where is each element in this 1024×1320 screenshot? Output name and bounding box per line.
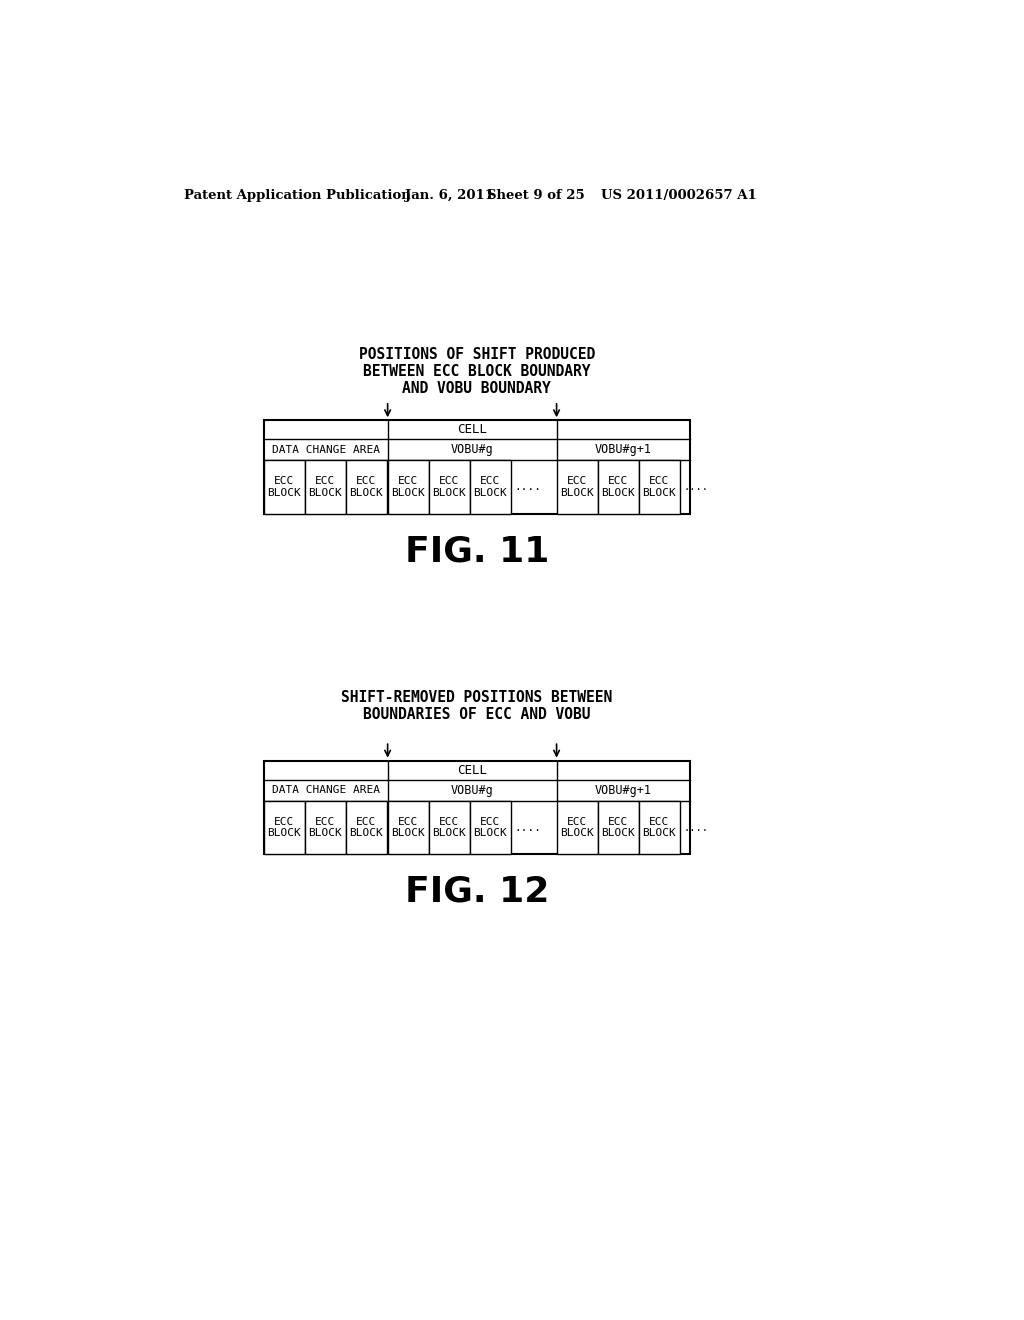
Text: VOBU#g+1: VOBU#g+1 [595, 784, 651, 797]
Bar [598, 461, 639, 515]
Text: CELL: CELL [457, 764, 487, 776]
Bar [598, 800, 639, 854]
Bar [388, 800, 429, 854]
Bar [263, 760, 690, 854]
Text: ECC
BLOCK: ECC BLOCK [308, 477, 342, 498]
Bar [263, 800, 305, 854]
Text: ECC
BLOCK: ECC BLOCK [601, 817, 635, 838]
Text: ECC
BLOCK: ECC BLOCK [267, 817, 301, 838]
Text: ECC
BLOCK: ECC BLOCK [391, 817, 425, 838]
Text: ....: .... [515, 822, 542, 833]
Text: ECC
BLOCK: ECC BLOCK [432, 817, 466, 838]
Text: VOBU#g: VOBU#g [451, 784, 494, 797]
Bar [557, 461, 598, 515]
Bar [388, 461, 429, 515]
Bar [470, 461, 511, 515]
Text: ECC
BLOCK: ECC BLOCK [473, 817, 507, 838]
Text: ECC
BLOCK: ECC BLOCK [391, 477, 425, 498]
Text: DATA CHANGE AREA: DATA CHANGE AREA [271, 445, 380, 455]
Text: ....: .... [515, 482, 542, 492]
Text: ECC
BLOCK: ECC BLOCK [473, 477, 507, 498]
Bar [263, 420, 690, 515]
Text: VOBU#g: VOBU#g [451, 444, 494, 457]
Bar [429, 461, 470, 515]
Bar [639, 461, 680, 515]
Text: ECC
BLOCK: ECC BLOCK [432, 477, 466, 498]
Text: POSITIONS OF SHIFT PRODUCED: POSITIONS OF SHIFT PRODUCED [358, 347, 595, 362]
Text: ....: .... [684, 482, 709, 492]
Text: ECC
BLOCK: ECC BLOCK [267, 477, 301, 498]
Text: VOBU#g+1: VOBU#g+1 [595, 444, 651, 457]
Text: ....: .... [684, 822, 709, 833]
Text: Patent Application Publication: Patent Application Publication [183, 189, 411, 202]
Bar [557, 800, 598, 854]
Text: ECC
BLOCK: ECC BLOCK [560, 477, 594, 498]
Text: FIG. 11: FIG. 11 [404, 535, 549, 568]
Text: BOUNDARIES OF ECC AND VOBU: BOUNDARIES OF ECC AND VOBU [362, 706, 591, 722]
Bar [305, 800, 346, 854]
Text: US 2011/0002657 A1: US 2011/0002657 A1 [601, 189, 757, 202]
Text: ECC
BLOCK: ECC BLOCK [349, 477, 383, 498]
Text: Sheet 9 of 25: Sheet 9 of 25 [486, 189, 585, 202]
Bar [263, 461, 305, 515]
Bar [305, 461, 346, 515]
Bar [429, 800, 470, 854]
Text: AND VOBU BOUNDARY: AND VOBU BOUNDARY [402, 381, 551, 396]
Bar [470, 800, 511, 854]
Bar [346, 800, 387, 854]
Text: ECC
BLOCK: ECC BLOCK [560, 817, 594, 838]
Text: ECC
BLOCK: ECC BLOCK [642, 817, 676, 838]
Bar [639, 800, 680, 854]
Text: ECC
BLOCK: ECC BLOCK [642, 477, 676, 498]
Text: DATA CHANGE AREA: DATA CHANGE AREA [271, 785, 380, 795]
Text: FIG. 12: FIG. 12 [404, 874, 549, 908]
Text: BETWEEN ECC BLOCK BOUNDARY: BETWEEN ECC BLOCK BOUNDARY [362, 364, 591, 379]
Text: CELL: CELL [457, 424, 487, 437]
Text: SHIFT-REMOVED POSITIONS BETWEEN: SHIFT-REMOVED POSITIONS BETWEEN [341, 690, 612, 705]
Bar [346, 461, 387, 515]
Text: ECC
BLOCK: ECC BLOCK [601, 477, 635, 498]
Text: ECC
BLOCK: ECC BLOCK [308, 817, 342, 838]
Text: ECC
BLOCK: ECC BLOCK [349, 817, 383, 838]
Text: Jan. 6, 2011: Jan. 6, 2011 [406, 189, 495, 202]
